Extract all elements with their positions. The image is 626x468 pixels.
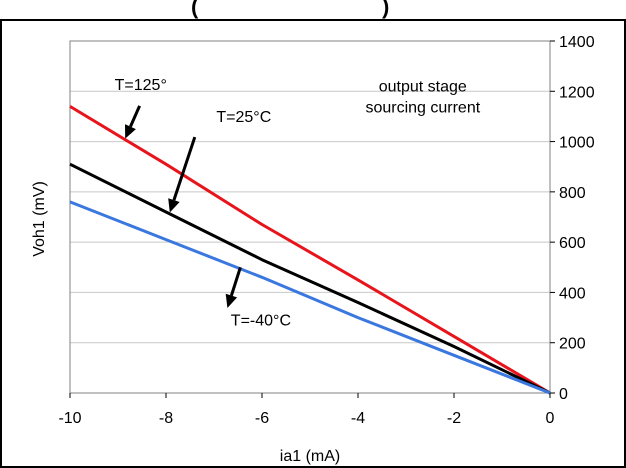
annotation-text-0: output stage (379, 78, 467, 95)
grid (70, 90, 550, 344)
y-axis-title: Voh1 (mV) (31, 181, 48, 257)
tick-labels: 0 200 400 600 800 1000 1200 1400 -10 -8 -6 -4 -2 0 (58, 34, 594, 427)
pointer-arrowhead-2 (225, 293, 238, 308)
y-tick-label-400: 400 (559, 285, 586, 302)
y-tick-label-0: 0 (559, 386, 568, 403)
annotation-text-1: sourcing current (365, 100, 480, 117)
chart-title-open: ( (191, 0, 199, 19)
pointer-arrowhead-1 (168, 198, 180, 213)
pointer-arrow-2 (229, 266, 242, 297)
y-tick-label-800: 800 (559, 185, 586, 202)
series-label-2: T=-40°C (231, 312, 291, 329)
y-tick-label-600: 600 (559, 235, 586, 252)
annotations: T=125° T=25°C T=-40°C output stage sourcing … (115, 77, 481, 330)
x-tick-label-0: 0 (546, 410, 555, 427)
pointer-arrow-1 (172, 136, 197, 201)
plot-area (69, 40, 551, 394)
series-lines (69, 105, 551, 395)
x-tick-label--6: -6 (255, 410, 269, 427)
series-line-1 (69, 162, 551, 395)
series-line-2 (69, 200, 551, 395)
series-line-0 (69, 105, 551, 395)
y-tick-label-1000: 1000 (559, 135, 595, 152)
x-tick-label--8: -8 (159, 410, 173, 427)
x-tick-label--2: -2 (447, 410, 461, 427)
pointer-arrowhead-0 (125, 124, 136, 139)
pointer-arrow-0 (129, 105, 141, 128)
series-label-1: T=25°C (216, 109, 271, 126)
series-label-0: T=125° (115, 77, 167, 94)
y-tick-label-200: 200 (559, 336, 586, 353)
x-axis-title: ia1 (mA) (280, 448, 340, 465)
x-tick-label--10: -10 (58, 410, 81, 427)
chart-title-close: ) (382, 0, 389, 19)
x-tick-label--4: -4 (351, 410, 365, 427)
y-tick-label-1400: 1400 (559, 34, 595, 51)
y-tick-label-1200: 1200 (559, 84, 595, 101)
outer-frame (0, 19, 626, 468)
